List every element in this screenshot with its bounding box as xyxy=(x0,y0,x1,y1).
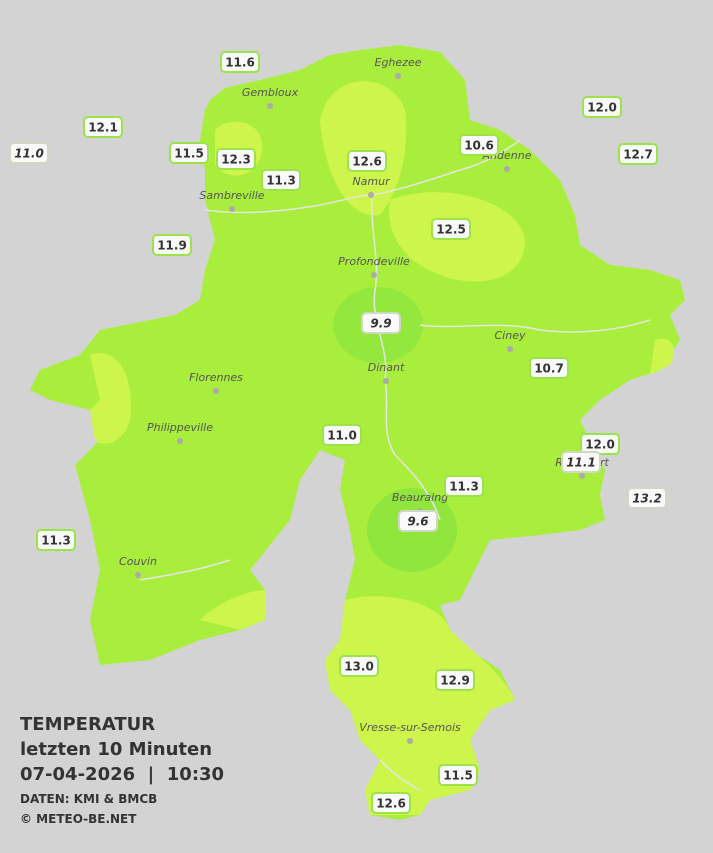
station-value: 12.0 xyxy=(585,438,615,452)
station-box xyxy=(361,312,401,334)
station-value: 11.3 xyxy=(449,480,479,494)
legend-datetime: 07-04-2026 | 10:30 xyxy=(20,764,224,785)
legend-subtitle: letzten 10 Minuten xyxy=(20,739,212,760)
station-box xyxy=(220,51,260,73)
city-label: Vresse-sur-Semois xyxy=(359,721,461,734)
station-box xyxy=(36,529,76,551)
city-dot xyxy=(213,388,219,394)
city-dot xyxy=(177,438,183,444)
city-label: Dinant xyxy=(368,361,405,374)
station-box xyxy=(529,357,569,379)
station-box xyxy=(371,792,411,814)
city-dot xyxy=(407,738,413,744)
station-value: 10.7 xyxy=(534,362,564,376)
legend: TEMPERATUR letzten 10 Minuten 07-04-2026… xyxy=(20,714,224,826)
station-value: 13.2 xyxy=(632,492,662,506)
station-box xyxy=(435,669,475,691)
station-box xyxy=(398,510,438,532)
station-value: 13.0 xyxy=(344,660,374,674)
station-box xyxy=(347,150,387,172)
city-dot xyxy=(507,346,513,352)
station-value: 9.9 xyxy=(370,317,391,331)
station-value: 11.6 xyxy=(225,56,255,70)
city-dot xyxy=(368,192,374,198)
station-box xyxy=(459,134,499,156)
station-value: 11.0 xyxy=(14,147,44,161)
station-value: 12.9 xyxy=(440,674,470,688)
legend-copyright: © METEO-BE.NET xyxy=(20,812,137,826)
city-dot xyxy=(579,473,585,479)
station-box xyxy=(322,424,362,446)
station-value: 11.0 xyxy=(327,429,357,443)
city-dot xyxy=(267,103,273,109)
city-dot xyxy=(383,378,389,384)
station-box xyxy=(339,655,379,677)
station-box xyxy=(438,764,478,786)
station-value: 11.5 xyxy=(174,147,204,161)
station-value: 12.5 xyxy=(436,223,466,237)
city-label: Philippeville xyxy=(147,421,213,434)
station-box xyxy=(216,148,256,170)
station-value: 12.3 xyxy=(221,153,251,167)
station-box xyxy=(169,142,209,164)
city-dot xyxy=(395,73,401,79)
station-box xyxy=(627,487,667,509)
station-value: 12.7 xyxy=(623,148,653,162)
station-value: 9.6 xyxy=(407,515,428,529)
warm-zones xyxy=(90,81,675,815)
city-label: Florennes xyxy=(189,371,243,384)
station-box xyxy=(582,96,622,118)
station-box xyxy=(9,142,49,164)
station-box xyxy=(431,218,471,240)
city-label: Sambreville xyxy=(199,189,264,202)
station-box xyxy=(83,116,123,138)
station-box xyxy=(618,143,658,165)
station-value: 12.1 xyxy=(88,121,118,135)
city-label: Couvin xyxy=(119,555,157,568)
city-label: Profondeville xyxy=(338,255,410,268)
city-label: Gembloux xyxy=(242,86,299,99)
station-value: 12.6 xyxy=(376,797,406,811)
station-box xyxy=(561,451,601,473)
city-dot xyxy=(371,272,377,278)
city-dot xyxy=(229,206,235,212)
station-box xyxy=(152,234,192,256)
city-dot xyxy=(504,166,510,172)
station-box xyxy=(261,169,301,191)
city-label: Ciney xyxy=(495,329,526,342)
city-label: Beauraing xyxy=(392,491,448,504)
city-dot xyxy=(135,572,141,578)
legend-title: TEMPERATUR xyxy=(20,714,155,735)
station-value: 11.1 xyxy=(566,456,596,470)
station-value: 11.3 xyxy=(41,534,71,548)
stations: 11.6 12.1 11.0 11.5 12.3 11.3 12.6 10.6 12.0 12.7… xyxy=(9,51,667,814)
station-value: 11.5 xyxy=(443,769,473,783)
station-value: 12.0 xyxy=(587,101,617,115)
city-label: Eghezee xyxy=(375,56,422,69)
station-value: 10.6 xyxy=(464,139,494,153)
legend-source: DATEN: KMI & BMCB xyxy=(20,792,157,806)
city-label: Namur xyxy=(352,175,391,188)
station-value: 11.9 xyxy=(157,239,187,253)
station-value: 12.6 xyxy=(352,155,382,169)
station-value: 11.3 xyxy=(266,174,296,188)
station-box xyxy=(444,475,484,497)
